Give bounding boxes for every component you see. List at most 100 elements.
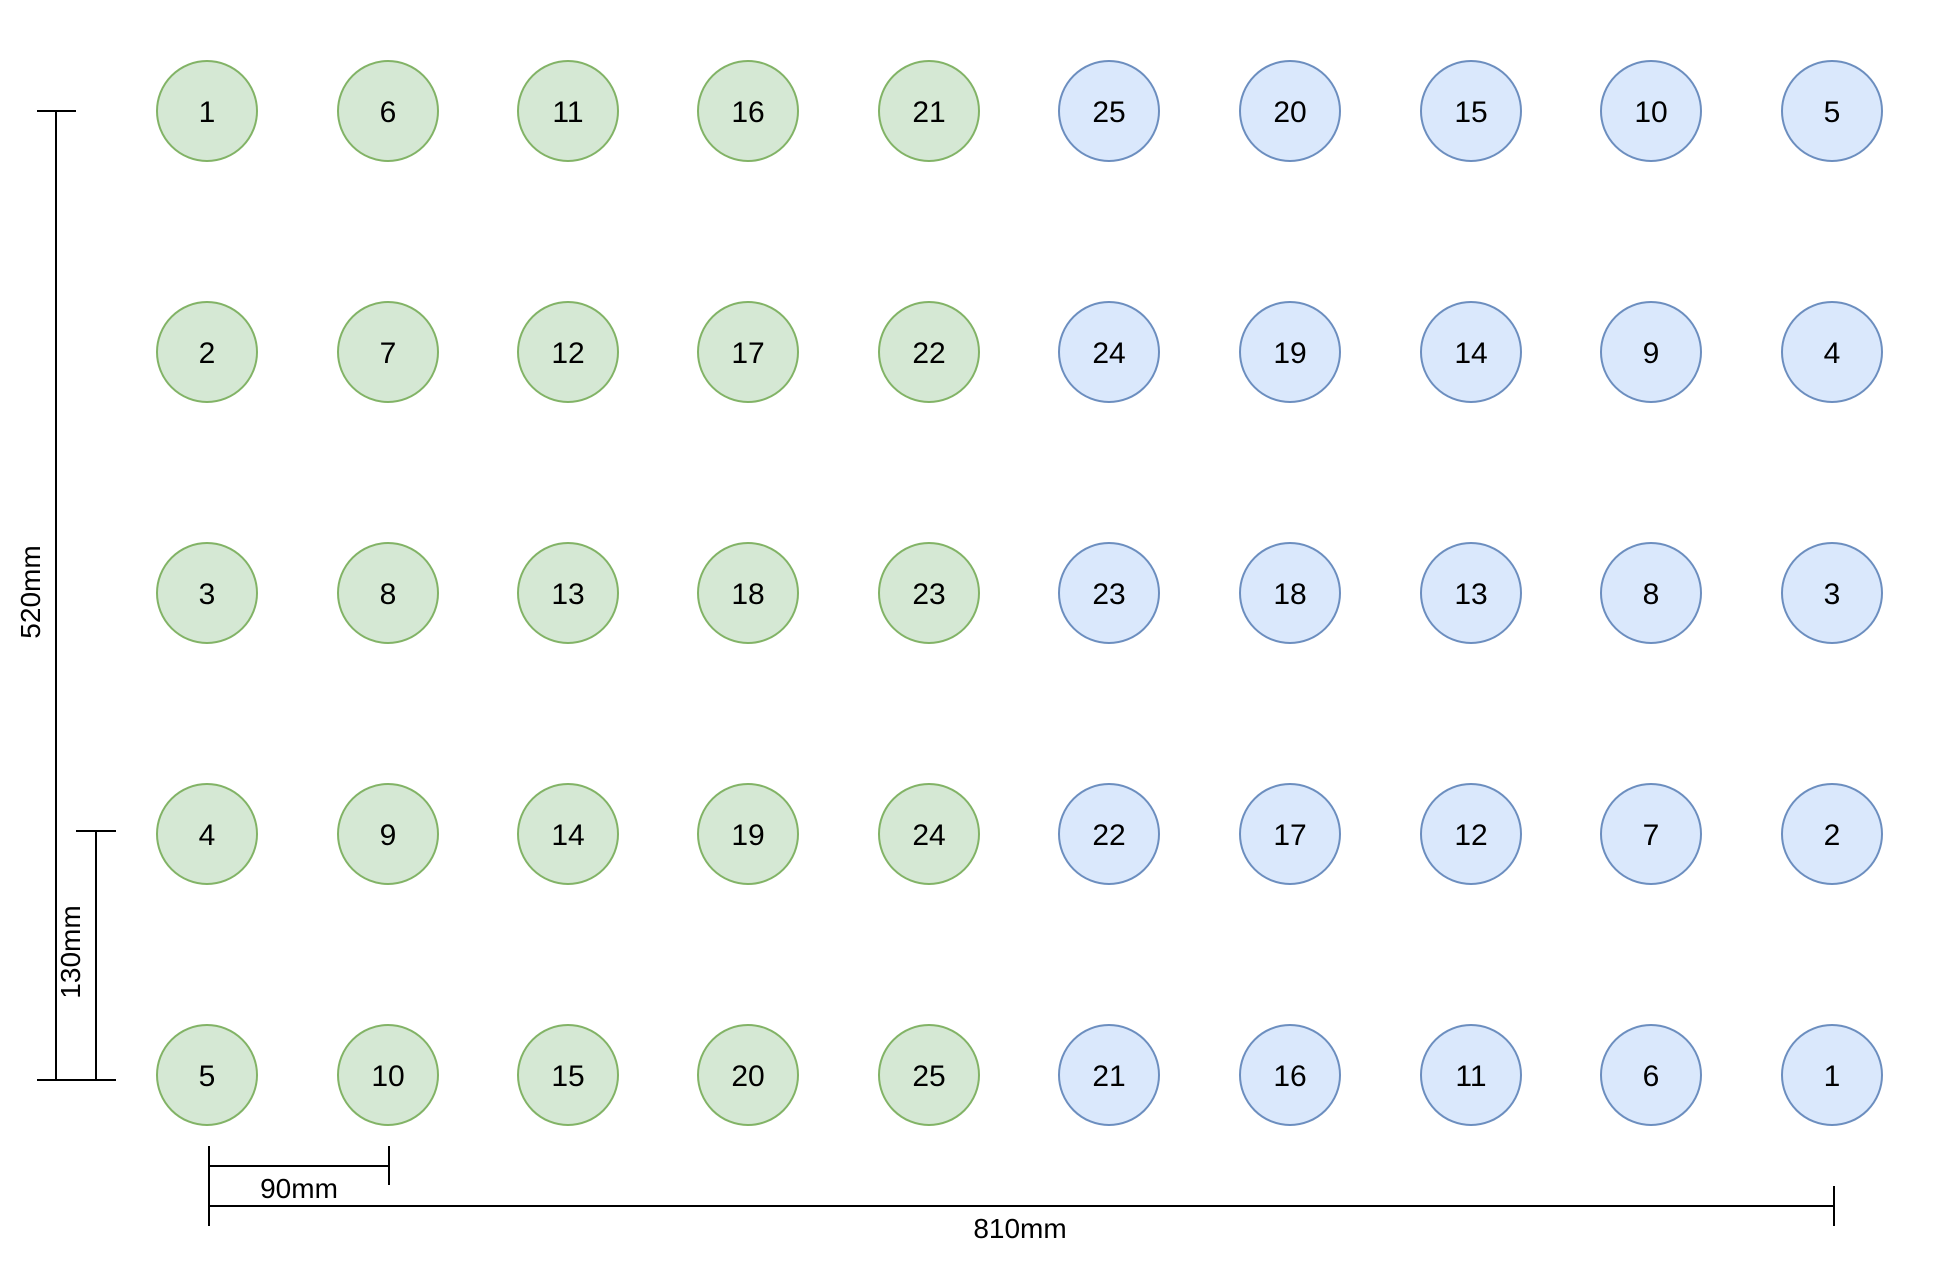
green-circle-shape [878,301,980,403]
blue-position-circle: 22 [1058,783,1160,885]
blue-circle-number: 14 [1454,337,1487,370]
blue-circle-shape [1058,1024,1160,1126]
blue-circle-number: 2 [1824,819,1841,852]
green-circle-shape [697,783,799,885]
blue-circle-number: 1 [1824,1060,1841,1093]
green-circle-shape [156,60,258,162]
blue-circle-shape [1781,301,1883,403]
green-circle-number: 10 [371,1060,404,1093]
green-circle-shape [156,542,258,644]
blue-circle-shape [1420,301,1522,403]
green-circle-number: 3 [199,578,216,611]
green-position-circle: 16 [697,60,799,162]
green-circle-shape [697,301,799,403]
blue-position-circle: 18 [1239,542,1341,644]
blue-circle-shape [1239,783,1341,885]
green-circle-shape [697,60,799,162]
blue-circle-number: 25 [1092,96,1125,129]
green-circle-shape [697,542,799,644]
blue-position-circle: 17 [1239,783,1341,885]
green-circle-number: 8 [380,578,397,611]
blue-circle-number: 24 [1092,337,1125,370]
dim-row-pitch-label: 130mm [55,905,86,998]
green-circle-shape [517,301,619,403]
blue-circle-number: 8 [1643,578,1660,611]
green-circle-number: 13 [551,578,584,611]
blue-circle-shape [1781,60,1883,162]
green-position-circle: 13 [517,542,619,644]
green-position-circle: 22 [878,301,980,403]
green-circle-number: 6 [380,96,397,129]
dimension-column-pitch: 90mm [208,1146,390,1204]
green-circle-number: 20 [731,1060,764,1093]
green-circle-shape [156,1024,258,1126]
blue-position-circle: 25 [1058,60,1160,162]
blue-circle-shape [1058,783,1160,885]
blue-circle-shape [1239,1024,1341,1126]
blue-circle-shape [1239,301,1341,403]
blue-circle-number: 13 [1454,578,1487,611]
green-position-circle: 18 [697,542,799,644]
green-position-circle: 20 [697,1024,799,1126]
green-position-circle: 5 [156,1024,258,1126]
blue-position-circle: 6 [1600,1024,1702,1126]
green-position-circle: 10 [337,1024,439,1126]
blue-position-circle: 8 [1600,542,1702,644]
blue-circle-shape [1600,301,1702,403]
green-position-circle: 8 [337,542,439,644]
green-position-circle: 2 [156,301,258,403]
green-position-circle: 24 [878,783,980,885]
blue-circle-shape [1420,783,1522,885]
green-circle-shape [878,1024,980,1126]
green-circle-shape [517,1024,619,1126]
blue-circle-number: 12 [1454,819,1487,852]
blue-circle-number: 4 [1824,337,1841,370]
blue-circle-number: 23 [1092,578,1125,611]
green-circle-shape [878,542,980,644]
green-circle-shape [517,783,619,885]
blue-circle-shape [1058,301,1160,403]
green-circle-number: 9 [380,819,397,852]
dim-total-width-label: 810mm [973,1213,1066,1244]
green-circle-shape [337,301,439,403]
green-position-circle: 21 [878,60,980,162]
dimension-total-width: 810mm [208,1185,1835,1244]
blue-circle-shape [1058,60,1160,162]
blue-circle-number: 21 [1092,1060,1125,1093]
green-circle-number: 12 [551,337,584,370]
blue-circle-shape [1058,542,1160,644]
green-circle-number: 22 [912,337,945,370]
blue-position-circle: 23 [1058,542,1160,644]
blue-position-circle: 7 [1600,783,1702,885]
blue-circle-number: 15 [1454,96,1487,129]
green-position-circle: 9 [337,783,439,885]
green-position-circle: 17 [697,301,799,403]
dim-column-pitch-label: 90mm [260,1173,338,1204]
green-circle-number: 14 [551,819,584,852]
green-circle-shape [878,60,980,162]
blue-circle-shape [1600,60,1702,162]
green-circle-number: 18 [731,578,764,611]
green-position-circle: 11 [517,60,619,162]
blue-circle-shape [1600,1024,1702,1126]
green-position-circle: 1 [156,60,258,162]
green-position-circle: 3 [156,542,258,644]
dimension-total-height: 520mm [15,110,116,1081]
green-circle-number: 7 [380,337,397,370]
blue-circle-shape [1239,542,1341,644]
green-circle-number: 2 [199,337,216,370]
green-circle-number: 15 [551,1060,584,1093]
blue-circle-number: 18 [1273,578,1306,611]
green-circle-shape [517,542,619,644]
green-circle-shape [156,301,258,403]
blue-position-circle: 2 [1781,783,1883,885]
green-circle-number: 4 [199,819,216,852]
circles-layer: 1 6 11 16 21 25 20 15 10 52 7 12 17 22 24 19 14 9 43 8 13 18 2… [156,60,1883,1126]
green-circle-number: 19 [731,819,764,852]
green-position-circle: 12 [517,301,619,403]
blue-circle-shape [1239,60,1341,162]
green-circle-shape [878,783,980,885]
blue-circle-shape [1600,783,1702,885]
blue-position-circle: 5 [1781,60,1883,162]
